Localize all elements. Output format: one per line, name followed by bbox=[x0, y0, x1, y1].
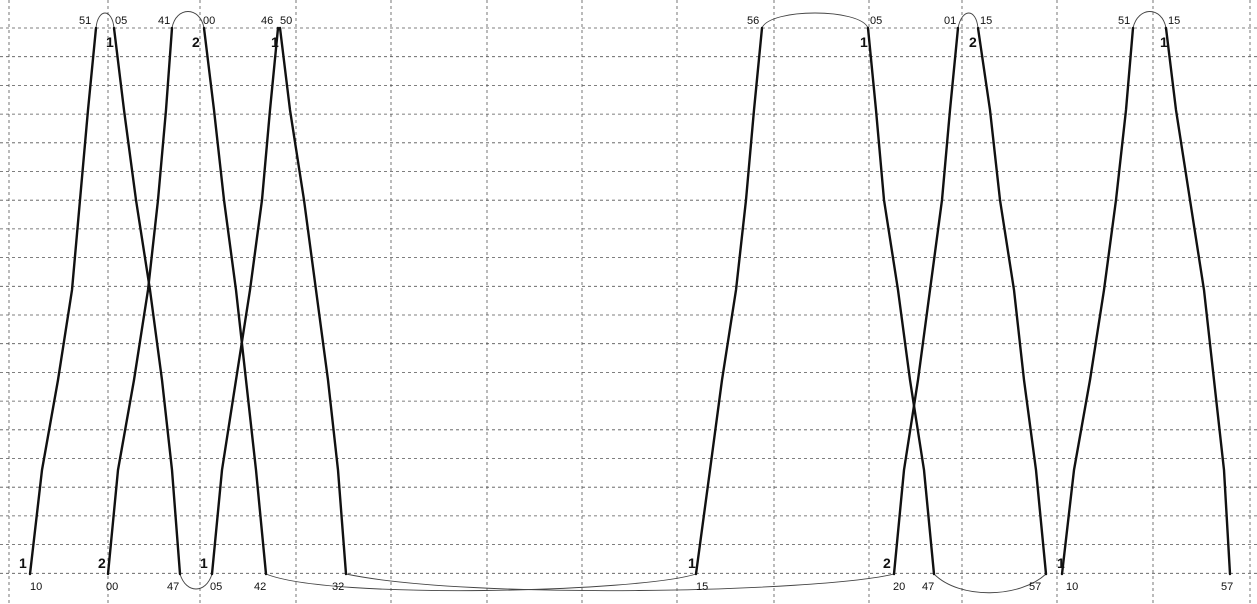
train-path-line bbox=[112, 26, 182, 576]
bottom-time-label: 57 bbox=[1221, 581, 1233, 593]
top-time-label: 50 bbox=[280, 15, 292, 27]
connector-arc bbox=[761, 12, 869, 29]
bottom-time-label: 00 bbox=[106, 581, 118, 593]
train-path-line bbox=[28, 26, 98, 576]
top-train-number: 2 bbox=[192, 34, 200, 50]
connector-arcs bbox=[95, 11, 1167, 594]
bottom-time-label: 47 bbox=[167, 581, 179, 593]
top-time-label: 46 bbox=[261, 15, 273, 27]
top-time-label: 51 bbox=[1118, 15, 1130, 27]
top-train-number: 1 bbox=[106, 34, 114, 50]
top-train-number: 1 bbox=[860, 34, 868, 50]
bottom-time-label: 57 bbox=[1029, 581, 1041, 593]
connector-arc bbox=[171, 11, 205, 29]
bottom-train-number: 1 bbox=[1057, 555, 1065, 571]
bottom-time-label: 32 bbox=[332, 581, 344, 593]
bottom-time-label: 42 bbox=[254, 581, 266, 593]
bottom-train-number: 1 bbox=[200, 555, 208, 571]
connector-arc bbox=[1132, 11, 1167, 29]
connector-arc bbox=[179, 573, 213, 590]
top-time-label: 15 bbox=[980, 15, 992, 27]
bottom-time-label: 10 bbox=[30, 581, 42, 593]
train-path-line bbox=[892, 26, 960, 576]
connector-arc bbox=[265, 573, 697, 592]
train-path-line bbox=[278, 26, 348, 576]
train-path-line bbox=[976, 26, 1048, 576]
bottom-train-number: 1 bbox=[19, 555, 27, 571]
bottom-time-label: 47 bbox=[922, 581, 934, 593]
connector-arc bbox=[95, 12, 115, 29]
top-time-label: 05 bbox=[115, 15, 127, 27]
top-time-label: 41 bbox=[158, 15, 170, 27]
train-path-line bbox=[202, 26, 268, 576]
top-time-label: 01 bbox=[944, 15, 956, 27]
bottom-time-label: 10 bbox=[1066, 581, 1078, 593]
bottom-time-label: 05 bbox=[210, 581, 222, 593]
train-path-line bbox=[694, 26, 764, 576]
bottom-time-label: 15 bbox=[696, 581, 708, 593]
train-path-line bbox=[1164, 26, 1232, 576]
bottom-train-number: 2 bbox=[883, 555, 891, 571]
top-train-number: 2 bbox=[969, 34, 977, 50]
top-train-number: 1 bbox=[271, 34, 279, 50]
top-time-label: 51 bbox=[79, 15, 91, 27]
bottom-time-label: 20 bbox=[893, 581, 905, 593]
connector-arc bbox=[345, 573, 895, 592]
bottom-train-number: 1 bbox=[688, 555, 696, 571]
bottom-train-number: 2 bbox=[98, 555, 106, 571]
top-time-label: 15 bbox=[1168, 15, 1180, 27]
time-labels: 51 05 41 00 46 50 56 05 01 15 51 15 1 2 … bbox=[19, 15, 1233, 593]
train-path-line bbox=[106, 26, 174, 576]
top-time-label: 05 bbox=[870, 15, 882, 27]
connector-arc bbox=[933, 573, 1047, 594]
connector-arc bbox=[957, 12, 979, 29]
top-train-number: 1 bbox=[1160, 34, 1168, 50]
train-path-line bbox=[866, 26, 936, 576]
top-time-label: 00 bbox=[203, 15, 215, 27]
train-path-line bbox=[1060, 26, 1135, 576]
top-time-label: 56 bbox=[747, 15, 759, 27]
train-path-line bbox=[210, 26, 280, 576]
train-lines bbox=[28, 26, 1232, 576]
